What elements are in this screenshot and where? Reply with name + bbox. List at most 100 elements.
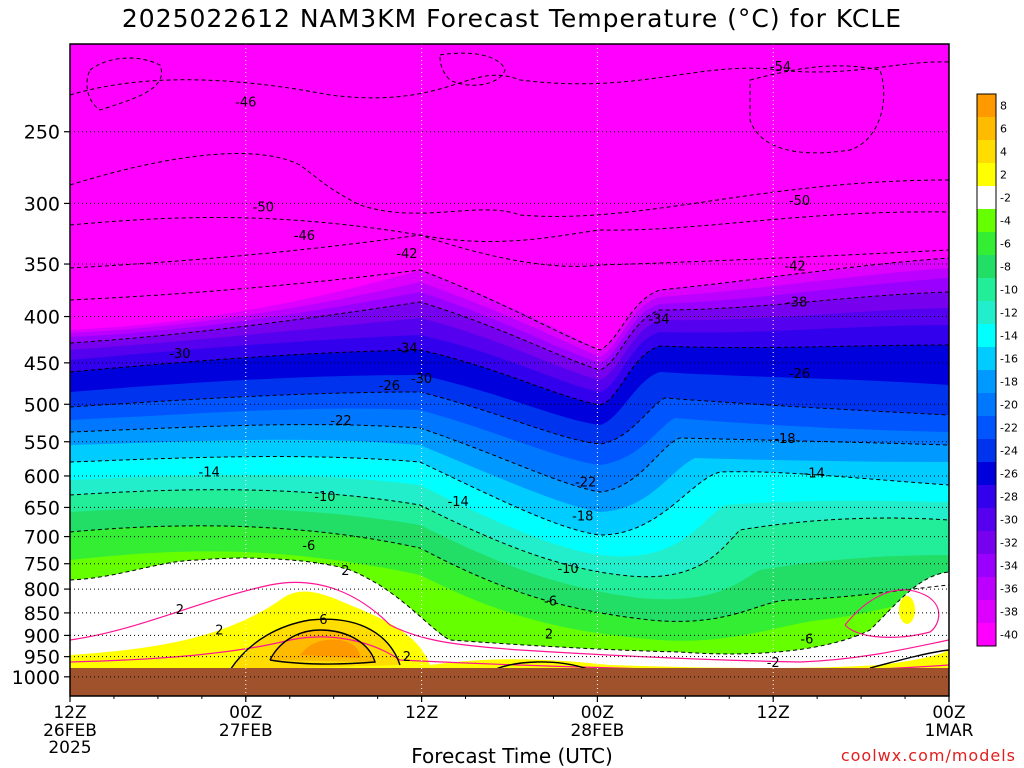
contour-line — [70, 489, 949, 578]
contour-label: -42 — [396, 247, 417, 262]
x-tick-label: 00Z — [932, 703, 965, 723]
contour-label: 2 — [545, 628, 553, 643]
colorbar-swatch — [977, 117, 996, 141]
colorbar-label: 4 — [1000, 146, 1007, 159]
colorbar-swatch — [977, 163, 996, 187]
contour-label: -50 — [253, 200, 274, 215]
contour-label: -22 — [330, 414, 351, 429]
colorbar-label: 6 — [1000, 123, 1007, 136]
colorbar-swatch — [977, 301, 996, 325]
contour-line — [439, 52, 506, 86]
colorbar-swatch — [977, 278, 996, 302]
contour-label: -14 — [199, 466, 220, 481]
band-plus-2-blob — [899, 596, 915, 624]
x-tick-date-label: 27FEB — [219, 721, 273, 741]
warm-contours — [229, 618, 949, 673]
colorbar-swatch — [977, 577, 996, 601]
contour-label: -42 — [785, 259, 806, 274]
contour-label: 2 — [403, 650, 411, 665]
y-tick-label: 750 — [24, 554, 60, 576]
colorbar-swatch — [977, 232, 996, 256]
contour-label: -34 — [396, 342, 417, 357]
colorbar-swatch — [977, 623, 996, 647]
x-tick-date-label: 1MAR — [925, 721, 974, 741]
contour-label: 6 — [319, 613, 327, 628]
contour-label: -18 — [572, 509, 593, 524]
colorbar-swatch — [977, 439, 996, 463]
ground-fill — [70, 668, 949, 696]
contour-label: 2 — [176, 603, 184, 618]
contour-label: -34 — [648, 312, 669, 327]
contour-line — [70, 61, 949, 99]
y-tick-label: 450 — [24, 353, 60, 375]
contour-labels: -54-46-50-46-42-50-42-38-34-34-30-30-26-… — [169, 60, 825, 671]
y-tick-label: 650 — [24, 497, 60, 519]
contour-label: -50 — [789, 194, 810, 209]
contour-line — [749, 65, 885, 154]
colorbar-swatch — [977, 324, 996, 348]
y-tick-label: 250 — [24, 122, 60, 144]
colorbar-swatch — [977, 94, 996, 118]
contour-label: -6 — [544, 595, 557, 610]
y-tick-label: 800 — [24, 579, 60, 601]
contour-line — [70, 211, 949, 242]
colorbar-swatch — [977, 370, 996, 394]
y-tick-label: 850 — [24, 603, 60, 625]
colorbar-swatch — [977, 140, 996, 164]
contour-label: -14 — [804, 466, 825, 481]
y-tick-label: 550 — [24, 432, 60, 454]
contour-label: -14 — [448, 495, 469, 510]
contour-line — [70, 456, 949, 536]
contour-label: -30 — [169, 347, 190, 362]
contour-line — [70, 291, 949, 371]
x-tick-date-label: 28FEB — [570, 721, 624, 741]
colorbar-swatch — [977, 462, 996, 486]
y-tick-label: 950 — [24, 647, 60, 669]
colorbar-label: -18 — [1000, 376, 1018, 389]
x-tick-label: 12Z — [757, 703, 790, 723]
colorbar-label: -12 — [1000, 307, 1018, 320]
band-plus-8 — [300, 639, 360, 658]
y-tick-label: 300 — [24, 193, 60, 215]
colorbar: 8 6 4 2 -2 -4 -6 -8 -10 -12 -14 -16 -18 -20 -22 -24 -26 -… — [976, 93, 1018, 647]
colorbar-swatch — [977, 186, 996, 210]
colorbar-label: -14 — [1000, 330, 1018, 343]
colorbar-label: -16 — [1000, 353, 1018, 366]
colorbar-swatch — [977, 600, 996, 624]
contour-label: -38 — [786, 296, 807, 311]
contour-label: 2 — [341, 564, 349, 579]
colorbar-label: -34 — [1000, 560, 1018, 573]
colorbar-swatch — [977, 255, 996, 279]
colorbar-label: -10 — [1000, 284, 1018, 297]
y-tick-label: 900 — [24, 625, 60, 647]
colorbar-label: -2 — [1000, 192, 1011, 205]
credit-text: coolwx.com/models — [840, 746, 1016, 765]
contour-line — [70, 525, 949, 622]
contour-line — [70, 153, 949, 217]
colorbar-swatch — [977, 531, 996, 555]
colorbar-label: -36 — [1000, 583, 1018, 596]
y-axis: 2503003504004505005506006507007508008509… — [12, 122, 70, 689]
x-tick-label: 12Z — [53, 703, 86, 723]
contour-lines — [70, 52, 949, 655]
colorbar-swatch — [977, 508, 996, 532]
colorbar-label: -26 — [1000, 468, 1018, 481]
contour-label: -54 — [770, 60, 791, 75]
colorbar-label: -20 — [1000, 399, 1018, 412]
colorbar-label: -22 — [1000, 422, 1018, 435]
y-tick-label: 400 — [24, 307, 60, 329]
contour-label: -22 — [575, 475, 596, 490]
x-axis-title: Forecast Time (UTC) — [411, 744, 613, 768]
colorbar-label: -40 — [1000, 629, 1018, 642]
y-tick-label: 1000 — [12, 667, 60, 689]
contour-line — [70, 344, 949, 406]
freezing-line — [70, 581, 949, 663]
contour-label: -10 — [557, 562, 578, 577]
colorbar-swatch — [977, 209, 996, 233]
contour-label: -6 — [800, 633, 813, 648]
contour-label: -46 — [294, 229, 315, 244]
contour-label: -6 — [302, 539, 315, 554]
contour-label: -2 — [767, 656, 780, 671]
colorbar-swatch — [977, 393, 996, 417]
